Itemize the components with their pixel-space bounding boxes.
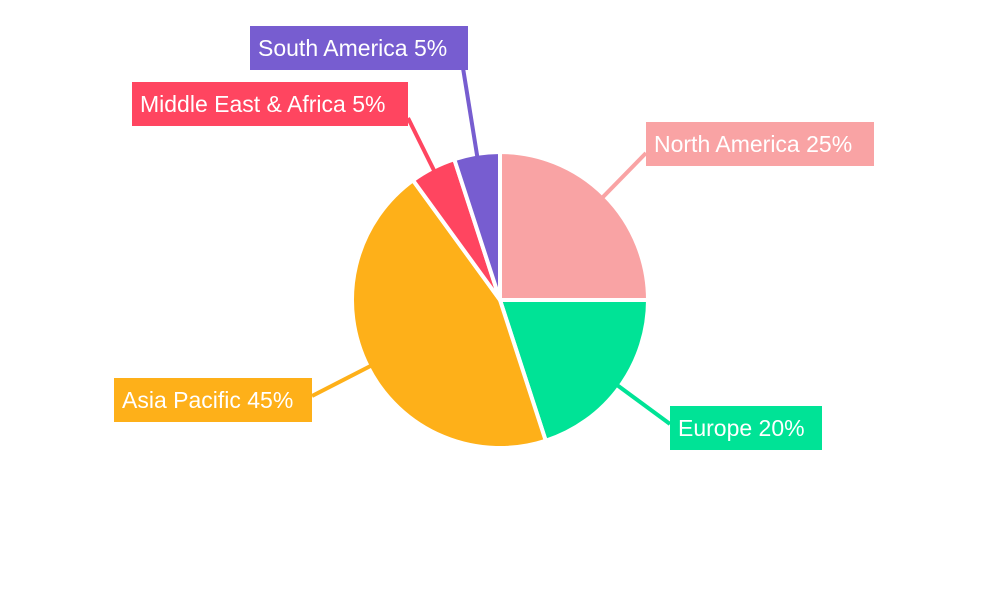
leader-line (600, 151, 648, 200)
leader-line (615, 383, 672, 426)
data-label: Europe 20% (670, 406, 822, 450)
data-label: Middle East & Africa 5% (132, 82, 408, 126)
leader-line (461, 67, 480, 159)
leader-line (311, 363, 373, 398)
leader-line (406, 117, 437, 173)
data-label: Asia Pacific 45% (114, 378, 312, 422)
data-label: North America 25% (646, 122, 874, 166)
data-label: South America 5% (250, 26, 468, 70)
